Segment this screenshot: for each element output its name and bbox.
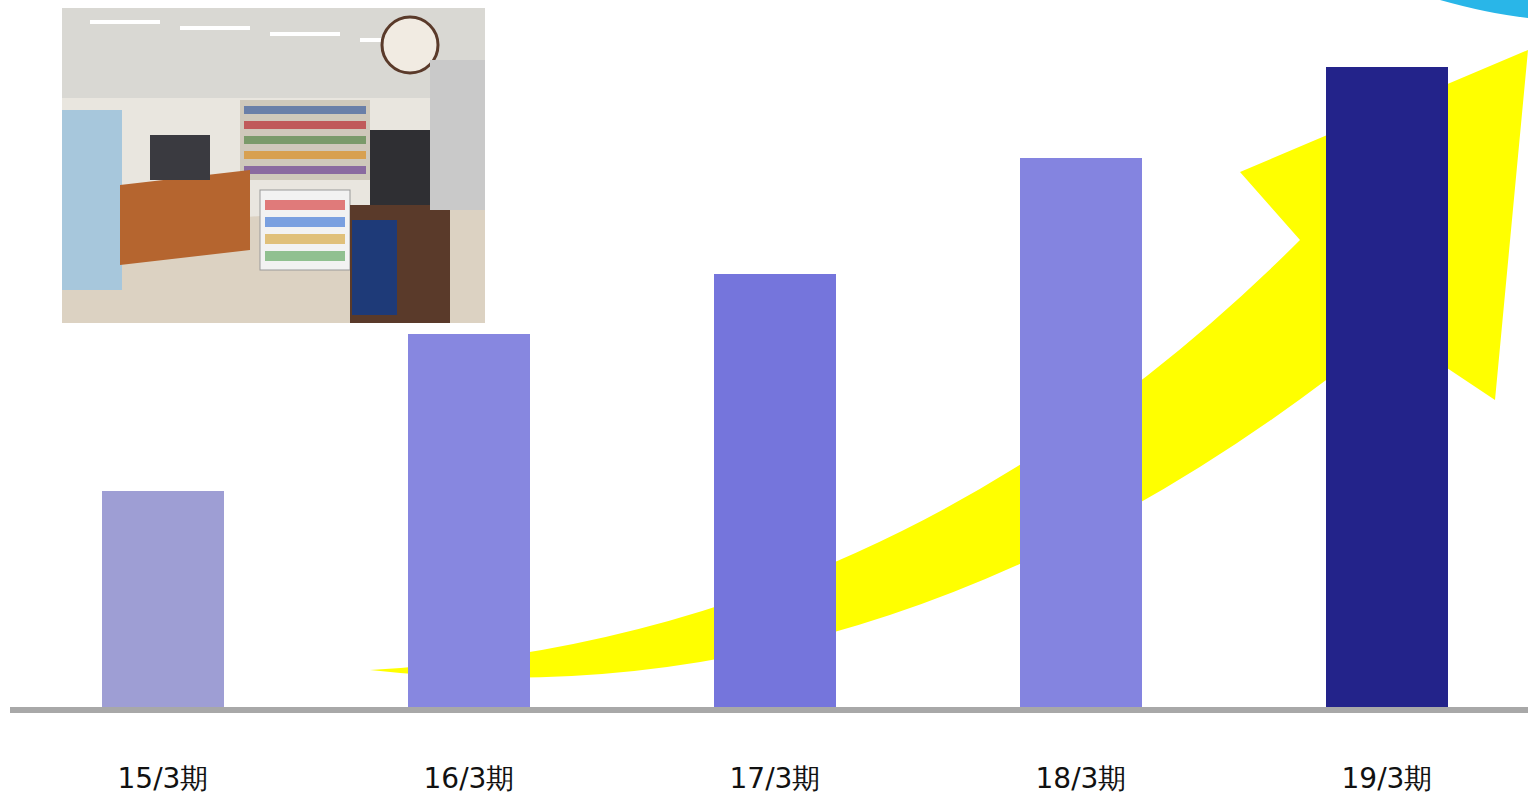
photo-showcase-goods <box>265 234 345 244</box>
photo-shelf-goods <box>244 136 366 144</box>
photo-light <box>270 32 340 36</box>
photo-cafe-panel <box>352 220 397 315</box>
photo-counter <box>120 170 250 265</box>
photo-register <box>150 135 210 180</box>
store-photo-content <box>62 8 485 323</box>
photo-light <box>180 26 250 30</box>
photo-showcase-goods <box>265 251 345 261</box>
photo-shelf <box>240 100 370 180</box>
bars <box>102 67 1448 707</box>
photo-shelf-goods <box>244 166 366 174</box>
bar <box>408 334 530 707</box>
chart-canvas: 15/3期 16/3期 17/3期 18/3期 19/3期 <box>0 0 1528 802</box>
photo-right-wall <box>430 60 485 210</box>
photo-cafe-stand <box>350 205 450 323</box>
bar <box>102 491 224 707</box>
bar <box>1326 67 1448 707</box>
x-tick-label: 15/3期 <box>118 762 209 795</box>
x-tick-label: 18/3期 <box>1036 762 1127 795</box>
bar <box>714 274 836 707</box>
photo-bg <box>62 8 485 323</box>
photo-coffee-machine <box>370 130 430 210</box>
photo-shelf-goods <box>244 121 366 129</box>
photo-shelf-goods <box>244 151 366 159</box>
x-tick-label: 17/3期 <box>730 762 821 795</box>
photo-ceiling <box>62 8 485 98</box>
x-tick-label: 19/3期 <box>1342 762 1433 795</box>
photo-left-display <box>62 110 122 290</box>
x-tick-label: 16/3期 <box>424 762 515 795</box>
store-photo <box>62 8 485 323</box>
photo-showcase <box>260 190 350 270</box>
photo-light <box>90 20 160 24</box>
photo-shelf-goods <box>244 106 366 114</box>
photo-cafe-sign <box>382 17 438 73</box>
x-axis-line <box>10 707 1528 713</box>
photo-showcase-goods <box>265 200 345 210</box>
bar <box>1020 158 1142 707</box>
photo-showcase-goods <box>265 217 345 227</box>
corner-decoration <box>1440 0 1528 18</box>
